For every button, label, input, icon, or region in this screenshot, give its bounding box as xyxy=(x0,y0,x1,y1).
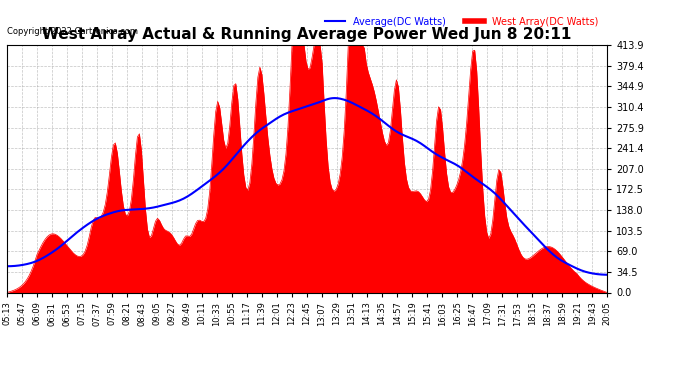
Text: Copyright 2022 Cartronics.com: Copyright 2022 Cartronics.com xyxy=(7,27,138,36)
Legend: Average(DC Watts), West Array(DC Watts): Average(DC Watts), West Array(DC Watts) xyxy=(322,13,602,30)
Title: West Array Actual & Running Average Power Wed Jun 8 20:11: West Array Actual & Running Average Powe… xyxy=(42,27,572,42)
